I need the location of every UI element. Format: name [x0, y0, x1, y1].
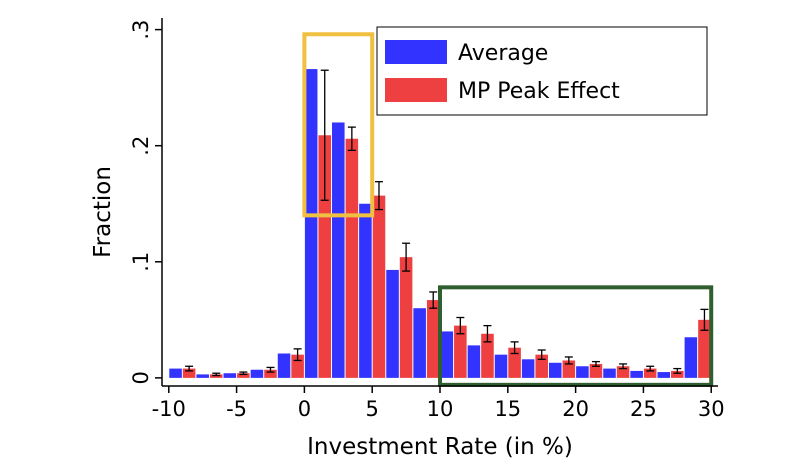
bar-mp-peak-effect-19	[698, 319, 711, 378]
bar-mp-peak-effect-18	[671, 370, 684, 378]
error-bar-0	[185, 365, 194, 372]
x-tick-label: 25	[630, 397, 657, 421]
bar-mp-peak-effect-10	[454, 325, 467, 378]
x-tick-label: -5	[226, 397, 247, 421]
bar-mp-peak-effect-6	[345, 138, 359, 378]
y-ticks: 0 .1 .2 .3	[129, 20, 162, 385]
bar-mp-peak-effect-2	[237, 373, 250, 378]
error-bar-9	[429, 291, 438, 309]
x-tick-label: -10	[152, 397, 186, 421]
error-bar-7	[374, 181, 383, 211]
bar-average-17	[630, 370, 643, 378]
bar-mp-peak-effect-11	[481, 333, 494, 378]
legend-label-mp-peak-effect: MP Peak Effect	[458, 79, 620, 104]
bar-average-8	[386, 269, 399, 378]
legend: Average MP Peak Effect	[376, 26, 708, 116]
x-tick-label: 20	[562, 397, 589, 421]
error-bar-3	[266, 366, 275, 373]
bar-average-1	[196, 374, 209, 378]
bar-mp-peak-effect-13	[535, 354, 548, 378]
bar-average-15	[576, 366, 589, 378]
highlight-box-peak	[302, 32, 375, 218]
y-tick-label: 0	[129, 371, 153, 384]
error-bar-15	[591, 360, 600, 367]
legend-swatch-mp-peak-effect	[385, 78, 447, 102]
bar-mp-peak-effect-8	[399, 257, 413, 378]
x-tick-label: 0	[298, 397, 311, 421]
bar-mp-peak-effect-7	[372, 195, 386, 378]
highlight-box-tail	[438, 285, 714, 387]
error-bar-17	[646, 365, 655, 372]
error-bar-19	[700, 308, 709, 331]
error-bar-8	[402, 242, 411, 272]
bar-average-3	[250, 369, 264, 378]
x-axis-title: Investment Rate (in %)	[307, 434, 573, 460]
y-tick-label: .3	[129, 20, 153, 40]
bar-mp-peak-effect-17	[643, 368, 657, 378]
bar-average-4	[277, 353, 291, 378]
bar-average-18	[657, 372, 671, 378]
bar-mp-peak-effect-3	[264, 369, 277, 378]
legend-swatch-average	[385, 40, 447, 64]
x-tick-label: 30	[698, 397, 725, 421]
bars-layer	[169, 69, 711, 378]
bar-average-10	[440, 331, 454, 378]
bar-average-14	[548, 362, 562, 378]
bar-mp-peak-effect-0	[182, 368, 196, 378]
bar-mp-peak-effect-15	[589, 363, 603, 378]
bar-average-12	[494, 354, 508, 378]
error-bar-4	[293, 348, 302, 362]
error-bar-11	[483, 324, 492, 343]
bar-mp-peak-effect-12	[508, 347, 521, 378]
bar-average-6	[332, 122, 345, 378]
x-tick-label: 5	[366, 397, 379, 421]
y-axis-title: Fraction	[90, 166, 116, 258]
error-bar-2	[239, 371, 248, 376]
bar-average-5	[304, 69, 318, 378]
bar-average-13	[521, 359, 535, 378]
error-bar-18	[673, 367, 682, 374]
bar-average-16	[603, 368, 616, 378]
legend-label-average: Average	[458, 41, 548, 66]
bar-average-11	[467, 345, 481, 378]
error-bar-12	[510, 341, 519, 355]
error-bars-layer	[185, 69, 709, 377]
x-tick-label: 15	[494, 397, 521, 421]
error-bar-10	[456, 316, 465, 335]
error-bar-5	[320, 69, 329, 201]
bar-average-2	[223, 373, 237, 378]
y-tick-label: .1	[129, 252, 153, 272]
error-bar-14	[564, 356, 573, 365]
bar-average-7	[359, 203, 372, 378]
bar-average-0	[169, 368, 182, 378]
bar-mp-peak-effect-16	[616, 366, 630, 378]
y-tick-label: .2	[129, 136, 153, 156]
highlight-boxes-layer	[302, 32, 714, 387]
x-ticks: -10 -5 0 5 10 15 20 25 30	[152, 386, 725, 421]
error-bar-6	[347, 126, 356, 151]
bar-average-9	[413, 308, 426, 378]
error-bar-13	[537, 349, 546, 360]
x-tick-label: 10	[427, 397, 454, 421]
bar-average-19	[684, 337, 698, 378]
bar-mp-peak-effect-14	[562, 360, 576, 378]
error-bar-1	[212, 372, 221, 377]
bar-mp-peak-effect-5	[318, 135, 332, 378]
bar-mp-peak-effect-9	[426, 300, 440, 378]
error-bar-16	[619, 363, 628, 370]
